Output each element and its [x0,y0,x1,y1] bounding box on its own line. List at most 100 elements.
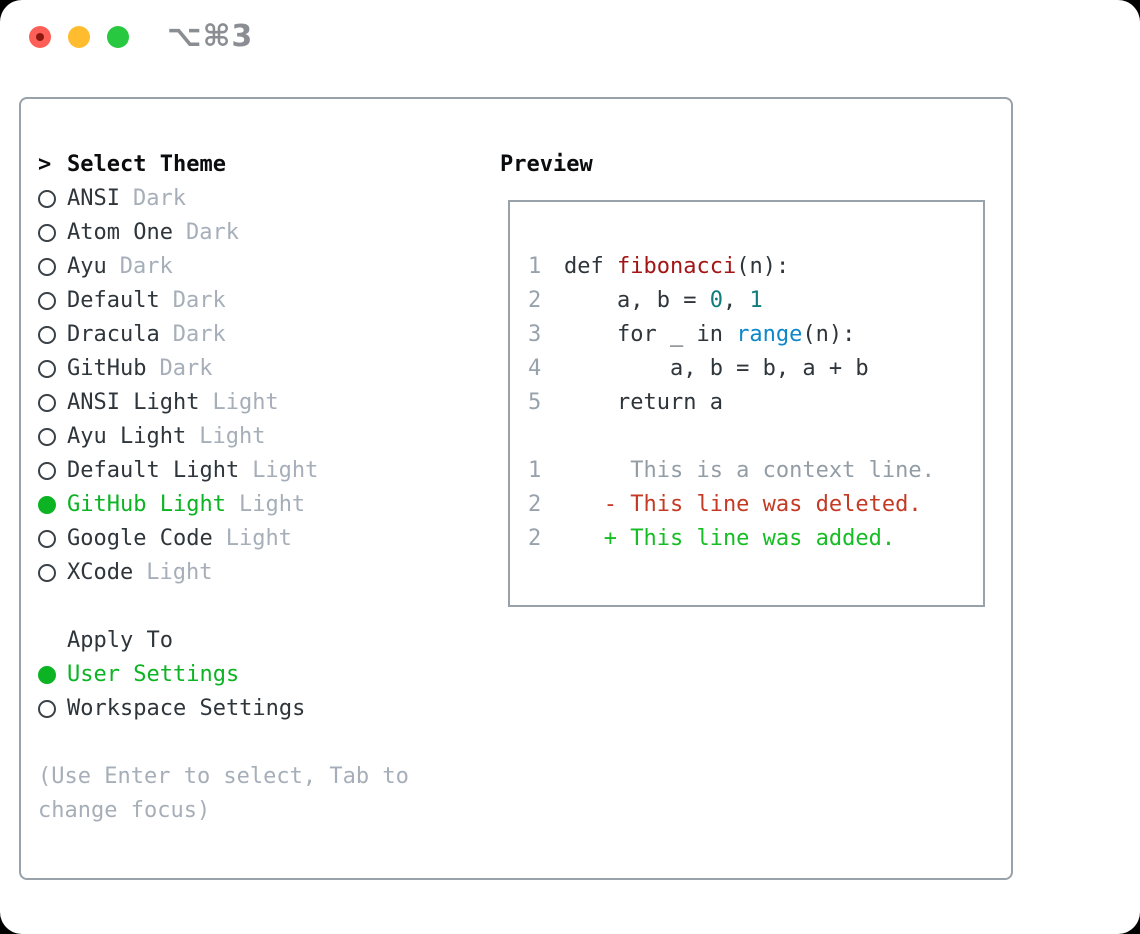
option-variant-label: Light [225,526,292,551]
option-variant-label: Dark [119,254,173,279]
radio-icon [38,292,56,310]
zoom-button[interactable] [107,26,129,48]
preview-diff-line: 2 + This line was added. [528,522,983,556]
option-label: Atom One [67,220,173,245]
option-label: Google Code [67,526,213,551]
preview-diff-block: 1 This is a context line. 2 - This line w… [528,454,983,556]
theme-option-xcode[interactable]: XCode Light [38,556,478,590]
option-label: Default Light [67,458,240,483]
theme-option-ayu[interactable]: Ayu Dark [38,250,478,284]
theme-option-dracula[interactable]: Dracula Dark [38,318,478,352]
hint-line-2: change focus) [38,798,211,823]
line-content: + This line was added. [564,526,896,551]
spacer [38,726,478,760]
line-content: def fibonacci(n): [564,254,790,279]
select-theme-header: > Select Theme [38,148,478,182]
option-variant-label: Dark [172,322,226,347]
theme-list: ANSI Dark Atom One Dark Ayu Dark Default Dark Dr… [38,182,478,590]
apply-to-title: Apply To [67,628,173,653]
close-button[interactable] [29,26,51,48]
radio-icon [38,428,56,446]
line-content: return a [564,390,723,415]
option-variant-label: Dark [132,186,186,211]
select-theme-title: Select Theme [67,152,226,177]
apply-option-user-settings[interactable]: User Settings [38,658,478,692]
line-number: 2 [528,492,542,517]
option-variant-label: Light [146,560,213,585]
radio-icon [38,700,56,718]
minimize-button[interactable] [68,26,90,48]
window-shortcut-label: ⌥⌘3 [167,19,254,54]
hint-line-1: (Use Enter to select, Tab to [38,764,409,789]
preview-diff-line: 2 - This line was deleted. [528,488,983,522]
theme-option-default-light[interactable]: Default Light Light [38,454,478,488]
theme-option-ansi-light[interactable]: ANSI Light Light [38,386,478,420]
preview-code-line: 2 a, b = 0, 1 [528,284,983,318]
radio-icon [38,564,56,582]
line-number: 2 [528,526,542,551]
option-label: Default [67,288,160,313]
spacer [528,420,983,454]
preview-code-line: 5 return a [528,386,983,420]
preview-code-line: 3 for _ in range(n): [528,318,983,352]
theme-option-github[interactable]: GitHub Dark [38,352,478,386]
line-content: a, b = b, a + b [564,356,869,381]
radio-icon [38,462,56,480]
option-variant-label: Light [212,390,279,415]
radio-icon [38,394,56,412]
line-number: 1 [528,254,542,279]
theme-option-github-light[interactable]: GitHub Light Light [38,488,478,522]
theme-option-default[interactable]: Default Dark [38,284,478,318]
radio-icon [38,360,56,378]
option-variant-label: Light [199,424,266,449]
line-content: a, b = 0, 1 [564,288,763,313]
option-label: User Settings [67,662,240,687]
unsaved-dot-icon [36,33,44,41]
radio-icon [38,224,56,242]
option-label: ANSI Light [67,390,200,415]
theme-option-atom-one[interactable]: Atom One Dark [38,216,478,250]
option-variant-label: Dark [172,288,226,313]
line-number: 3 [528,322,542,347]
line-content: for _ in range(n): [564,322,856,347]
cursor-marker: > [38,152,52,177]
radio-icon [38,530,56,548]
option-variant-label: Dark [159,356,213,381]
line-content: - This line was deleted. [564,492,922,517]
theme-selector: > Select Theme ANSI Dark Atom One Dark Ayu Da… [38,148,478,828]
spacer [38,590,478,624]
radio-icon [38,258,56,276]
option-label: Ayu Light [67,424,187,449]
apply-to-header: Apply To [67,624,478,658]
radio-selected-icon [38,666,56,684]
option-label: XCode [67,560,134,585]
option-variant-label: Light [252,458,319,483]
line-number: 2 [528,288,542,313]
theme-option-ansi[interactable]: ANSI Dark [38,182,478,216]
option-variant-label: Light [238,492,306,517]
option-label: ANSI [67,186,120,211]
option-label: GitHub [67,356,147,381]
radio-icon [38,326,56,344]
option-variant-label: Dark [185,220,239,245]
option-label: Workspace Settings [67,696,306,721]
line-content: This is a context line. [564,458,935,483]
option-label: GitHub Light [67,492,226,517]
preview-code-line: 1 def fibonacci(n): [528,250,983,284]
radio-icon [38,190,56,208]
preview-code-line: 4 a, b = b, a + b [528,352,983,386]
line-number: 4 [528,356,542,381]
preview-title: Preview [500,152,593,177]
theme-option-google-code[interactable]: Google Code Light [38,522,478,556]
theme-option-ayu-light[interactable]: Ayu Light Light [38,420,478,454]
line-number: 1 [528,458,542,483]
radio-selected-icon [38,496,56,514]
apply-option-workspace-settings[interactable]: Workspace Settings [38,692,478,726]
apply-to-list: User Settings Workspace Settings [38,658,478,726]
preview-diff-line: 1 This is a context line. [528,454,983,488]
line-number: 5 [528,390,542,415]
option-label: Dracula [67,322,160,347]
